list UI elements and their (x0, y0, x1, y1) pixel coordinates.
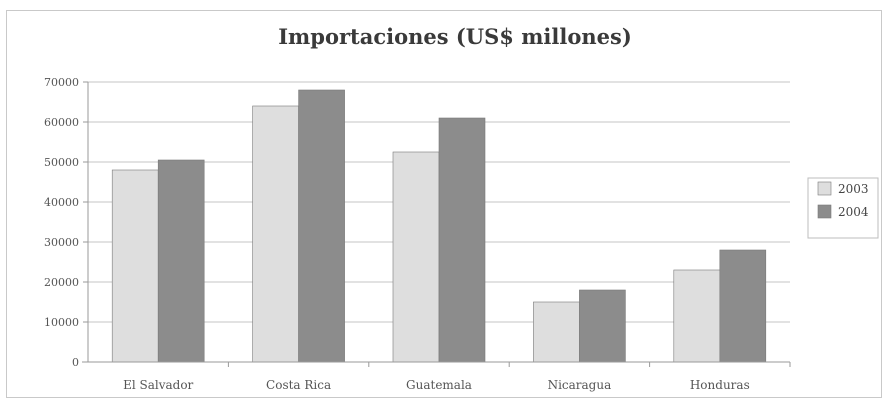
y-tick-label: 40000 (44, 196, 79, 209)
x-category-label: El Salvador (123, 378, 193, 392)
bar-2004-1 (298, 89, 345, 363)
bar-2003-1 (252, 105, 299, 363)
chart-title: Importaciones (US$ millones) (278, 24, 632, 49)
x-axis-categories: El Salvador Costa Rica Guatemala Nicaragua H… (123, 362, 791, 392)
legend-swatch-2004 (817, 204, 832, 219)
legend: 2003 2004 (807, 177, 879, 239)
y-tick-label: 70000 (44, 76, 79, 89)
x-category-label: Honduras (690, 378, 750, 392)
y-tick-label: 20000 (44, 276, 79, 289)
y-tick-label: 10000 (44, 316, 79, 329)
bar-2003-2 (392, 151, 440, 363)
y-tick-label: 0 (72, 356, 79, 369)
x-category-label: Guatemala (406, 378, 472, 392)
bar-2004-4 (719, 249, 767, 363)
bar-2004-0 (157, 159, 205, 363)
x-category-label: Nicaragua (548, 378, 612, 392)
legend-label: 2004 (838, 205, 869, 219)
x-category-label: Costa Rica (266, 378, 331, 392)
legend-swatch-2003 (817, 181, 832, 196)
bar-2004-2 (438, 117, 486, 363)
y-axis-ticks: 0 10000 20000 30000 40000 50000 60000 70000 (44, 76, 88, 369)
legend-label: 2003 (838, 182, 869, 196)
y-tick-label: 50000 (44, 156, 79, 169)
bars (111, 89, 767, 363)
bar-2003-3 (533, 301, 580, 363)
bar-2004-3 (579, 289, 626, 363)
bar-2003-4 (673, 269, 721, 363)
y-tick-label: 60000 (44, 116, 79, 129)
bar-2003-0 (111, 169, 159, 363)
y-tick-label: 30000 (44, 236, 79, 249)
